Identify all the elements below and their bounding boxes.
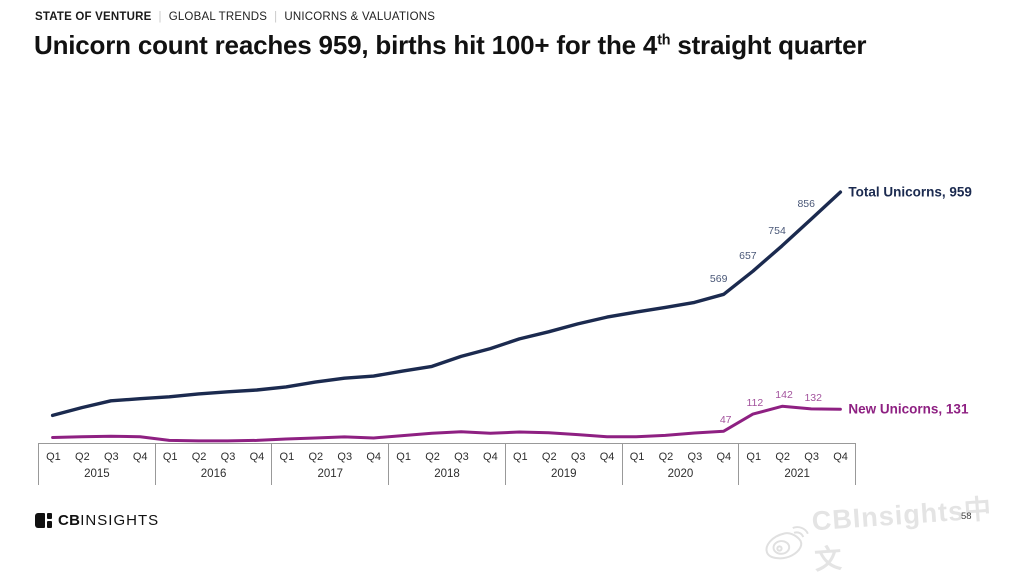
data-point-label: 569 (709, 273, 728, 286)
x-axis-quarter-label: Q1 (512, 451, 528, 463)
x-axis-quarter-label: Q2 (75, 451, 90, 463)
x-axis-quarter-label: Q1 (279, 451, 295, 463)
x-axis-year-label: 2020 (667, 468, 694, 480)
x-axis-year-label: 2016 (200, 468, 227, 480)
page-title-suffix: straight quarter (670, 30, 867, 60)
x-axis-quarter-label: Q2 (425, 451, 440, 463)
new-unicorns-line (51, 404, 842, 443)
x-axis-year-label: 2015 (84, 468, 110, 480)
watermark: CBInsights中文 (760, 485, 1017, 581)
x-axis-quarter-label: Q2 (541, 451, 557, 463)
x-axis-quarter-label: Q3 (687, 451, 703, 463)
x-axis-quarter-label: Q3 (220, 451, 236, 463)
x-axis-quarter-label: Q3 (570, 451, 586, 463)
x-axis-quarter-label: Q4 (599, 451, 615, 463)
x-axis-quarter-label: Q4 (132, 451, 148, 463)
watermark-text: CBInsights中文 (810, 493, 994, 576)
page-title: Unicorn count reaches 959, births hit 10… (34, 30, 866, 61)
total-unicorns-series-label: Total Unicorns, 959 (848, 184, 972, 200)
data-point-label: 132 (804, 391, 822, 404)
x-axis-quarter-label: Q1 (396, 451, 411, 463)
x-axis-quarter-label: Q2 (775, 451, 791, 463)
x-axis-quarter-label: Q1 (629, 451, 645, 463)
x-axis-year-label: 2021 (784, 468, 810, 480)
x-axis-quarter-label: Q4 (716, 451, 732, 463)
data-point-label: 112 (746, 397, 764, 410)
cbinsights-logo-icon (35, 512, 52, 528)
page-title-text: Unicorn count reaches 959, births hit 10… (34, 30, 658, 60)
total-unicorns-line (50, 190, 843, 418)
x-axis-year-label: 2018 (434, 468, 460, 480)
new-unicorns-series-label: New Unicorns, 131 (848, 401, 969, 417)
x-axis-year-cell: Q1 Q2 Q3 Q4 2016 (154, 444, 272, 485)
logo-text-bold: CB (58, 511, 81, 529)
cbinsights-logo: CB INSIGHTS (35, 511, 159, 529)
x-axis: Q1 Q2 Q3 Q4 2015 Q1 Q2 Q3 Q4 2016 Q1 Q2 Q3 Q4 2017 Q1 Q2… (38, 443, 856, 485)
x-axis-year-cell: Q1 Q2 Q3 Q4 2017 (271, 444, 388, 485)
x-axis-year-cell: Q1 Q2 Q3 Q4 2018 (388, 444, 505, 485)
breadcrumb-separator: | (274, 11, 278, 23)
x-axis-year-cell: Q1 Q2 Q3 Q4 2020 (621, 444, 739, 485)
breadcrumb-item-global-trends: GLOBAL TRENDS (168, 11, 268, 23)
data-point-label: 142 (775, 389, 793, 402)
x-axis-quarter-label: Q4 (833, 451, 848, 463)
data-point-label: 754 (768, 224, 786, 237)
x-axis-year-label: 2017 (317, 468, 344, 480)
x-axis-quarter-label: Q2 (658, 451, 674, 463)
page-title-superscript: th (657, 32, 671, 49)
x-axis-quarter-label: Q4 (366, 451, 381, 463)
x-axis-quarter-label: Q3 (337, 451, 353, 463)
x-axis-quarter-label: Q3 (103, 451, 119, 463)
page-number: 58 (961, 511, 972, 522)
x-axis-quarter-label: Q4 (249, 451, 265, 463)
x-axis-quarter-label: Q3 (454, 451, 469, 463)
x-axis-quarter-label: Q3 (804, 451, 819, 463)
x-axis-year-cell: Q1 Q2 Q3 Q4 2015 (38, 444, 155, 485)
x-axis-quarter-label: Q1 (46, 451, 61, 463)
weibo-icon (765, 526, 809, 560)
data-point-label: 657 (739, 250, 757, 263)
x-axis-quarter-label: Q2 (308, 451, 324, 463)
x-axis-year-cell: Q1 Q2 Q3 Q4 2021 (738, 444, 855, 485)
breadcrumb-separator: | (158, 11, 162, 23)
breadcrumb-item-state-of-venture: STATE OF VENTURE (35, 11, 152, 23)
data-point-label: 47 (719, 414, 732, 427)
x-axis-quarter-label: Q1 (162, 451, 178, 463)
x-axis-quarter-label: Q2 (191, 451, 207, 463)
logo-text-light: INSIGHTS (80, 511, 160, 529)
x-axis-quarter-label: Q1 (746, 451, 762, 463)
x-axis-year-cell: Q1 Q2 Q3 Q4 2019 (504, 444, 622, 485)
x-axis-year-label: 2019 (550, 468, 577, 480)
x-axis-quarter-label: Q4 (483, 451, 498, 463)
breadcrumb-item-unicorns-valuations: UNICORNS & VALUATIONS (284, 11, 436, 23)
data-point-label: 856 (797, 198, 815, 211)
breadcrumb: STATE OF VENTURE | GLOBAL TRENDS | UNICORNS … (35, 11, 435, 23)
